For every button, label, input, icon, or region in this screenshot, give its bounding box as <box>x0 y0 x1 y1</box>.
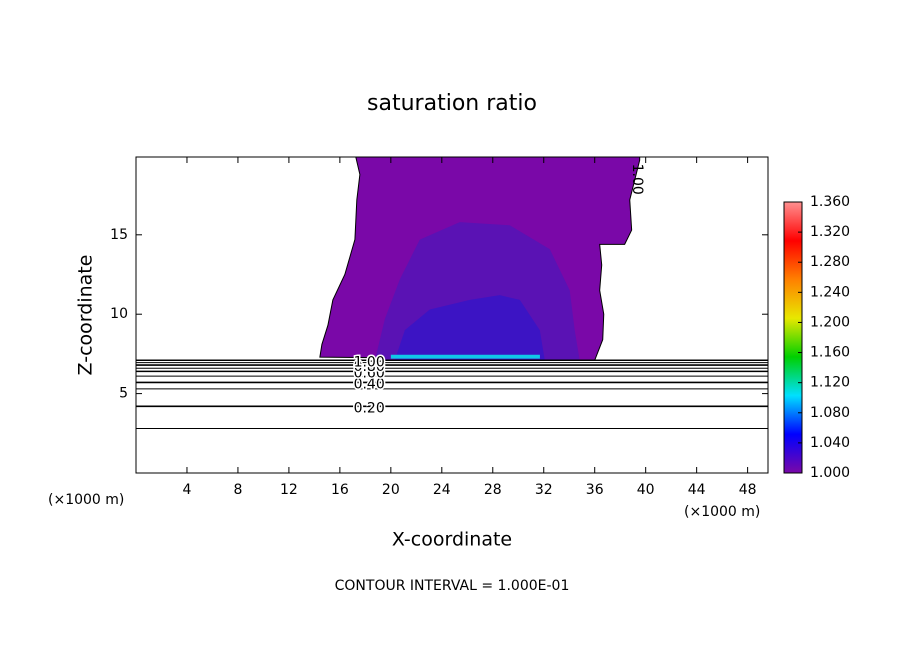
colorbar-tick-label: 1.280 <box>810 254 850 270</box>
x-tick-label: 8 <box>233 482 242 498</box>
plot-frame <box>135 156 769 474</box>
colorbar-tick-label: 1.040 <box>810 435 850 451</box>
x-unit-right: (×1000 m) <box>684 504 760 520</box>
colorbar-tick-label: 1.360 <box>810 194 850 210</box>
chart-title: saturation ratio <box>367 91 537 116</box>
x-tick-label: 16 <box>331 482 349 498</box>
contour-label: 0.80 <box>354 359 385 375</box>
y-tick-label: 10 <box>110 306 128 322</box>
x-tick-label: 40 <box>637 482 655 498</box>
x-tick-label: 4 <box>183 482 192 498</box>
filled-region <box>390 354 540 359</box>
colorbar <box>783 201 803 474</box>
x-tick-label: 12 <box>280 482 298 498</box>
x-tick-label: 32 <box>535 482 553 498</box>
colorbar-tick-label: 1.120 <box>810 375 850 391</box>
y-tick-label: 5 <box>119 386 128 402</box>
y-tick-label: 15 <box>110 227 128 243</box>
x-unit-left: (×1000 m) <box>48 492 124 508</box>
x-tick-label: 28 <box>484 482 502 498</box>
x-tick-label: 24 <box>433 482 451 498</box>
colorbar-tick-label: 1.320 <box>810 224 850 240</box>
contour-label: 0.40 <box>354 376 385 392</box>
y-axis-title: Z-coordinate <box>75 255 97 376</box>
contour-label: 1.00 <box>354 354 385 370</box>
colorbar-tick-label: 1.160 <box>810 345 850 361</box>
filled-region <box>394 295 545 361</box>
colorbar-tick-label: 1.200 <box>810 314 850 330</box>
contour-label: 0.20 <box>354 400 385 416</box>
footer: CONTOUR INTERVAL = 1.000E-01 <box>335 578 570 594</box>
colorbar-tick-label: 1.080 <box>810 405 850 421</box>
contour-label: 0.60 <box>354 365 385 381</box>
colorbar-tick-label: 1.240 <box>810 284 850 300</box>
x-tick-label: 48 <box>739 482 757 498</box>
x-axis-title: X-coordinate <box>392 529 512 551</box>
colorbar-tick-label: 1.000 <box>810 465 850 481</box>
x-tick-label: 44 <box>688 482 706 498</box>
x-tick-label: 36 <box>586 482 604 498</box>
x-tick-label: 20 <box>382 482 400 498</box>
contour-label: 1.00 <box>629 164 645 195</box>
